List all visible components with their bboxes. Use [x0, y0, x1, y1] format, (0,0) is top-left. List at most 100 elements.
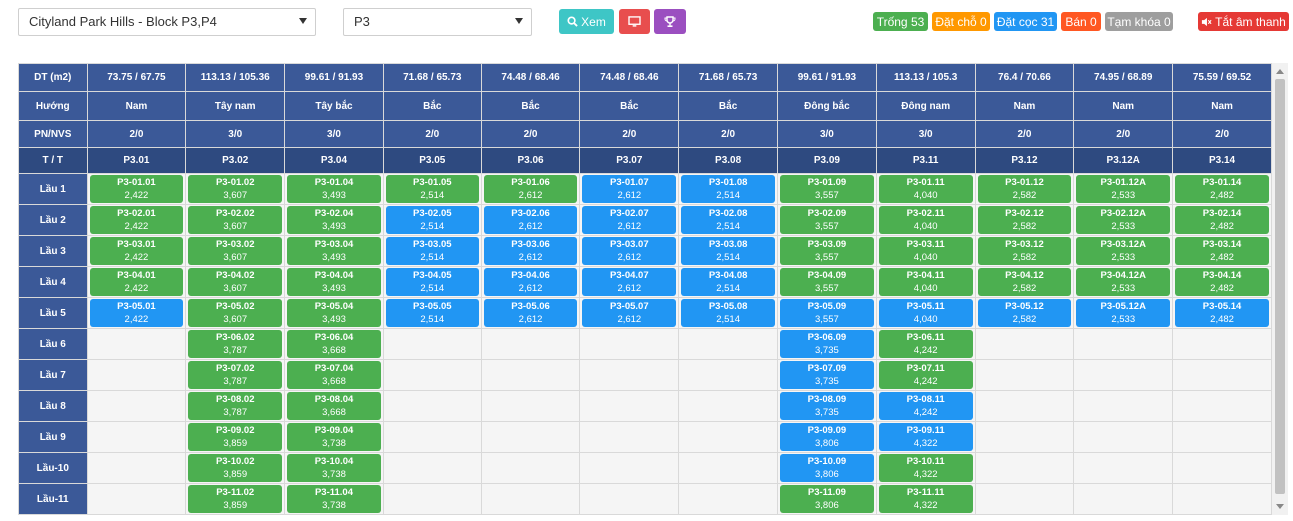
unit-card[interactable]: P3-02.05 2,514 — [385, 206, 479, 234]
unit-card[interactable]: P3-01.01 2,422 — [89, 175, 184, 203]
column-unit-cell[interactable]: P3.12 — [974, 147, 1075, 174]
unit-card[interactable]: P3-09.09 3,806 — [780, 423, 874, 451]
unit-card[interactable]: P3-03.14 2,482 — [1175, 237, 1269, 265]
unit-card[interactable]: P3-10.09 3,806 — [780, 454, 874, 482]
unit-card[interactable]: P3-04.04 3,493 — [287, 268, 381, 296]
unit-card[interactable]: P3-01.05 2,514 — [385, 175, 479, 203]
column-unit-cell[interactable]: P3.09 — [777, 147, 877, 174]
unit-card[interactable]: P3-02.06 2,612 — [483, 206, 578, 234]
screen-button[interactable] — [619, 9, 650, 34]
unit-card[interactable]: P3-08.04 3,668 — [287, 392, 381, 420]
unit-card[interactable]: P3-05.11 4,040 — [878, 299, 973, 327]
unit-card[interactable]: P3-03.06 2,612 — [483, 237, 578, 265]
unit-card[interactable]: P3-05.01 2,422 — [89, 299, 184, 327]
trophy-button[interactable] — [654, 9, 686, 34]
unit-card[interactable]: P3-06.11 4,242 — [878, 330, 973, 358]
unit-card[interactable]: P3-01.04 3,493 — [287, 175, 381, 203]
unit-card[interactable]: P3-05.14 2,482 — [1175, 299, 1269, 327]
unit-card[interactable]: P3-03.04 3,493 — [287, 237, 381, 265]
unit-card[interactable]: P3-04.05 2,514 — [385, 268, 479, 296]
mute-button[interactable]: Tắt âm thanh — [1198, 12, 1289, 31]
unit-card[interactable]: P3-03.01 2,422 — [89, 237, 184, 265]
legend-dat-cho[interactable]: Đặt chỗ 0 — [932, 12, 990, 31]
unit-card[interactable]: P3-05.05 2,514 — [385, 299, 479, 327]
unit-card[interactable]: P3-02.09 3,557 — [780, 206, 874, 234]
legend-tam-khoa[interactable]: Tạm khóa 0 — [1105, 12, 1173, 31]
unit-card[interactable]: P3-01.02 3,607 — [188, 175, 283, 203]
legend-trong[interactable]: Trống 53 — [873, 12, 928, 31]
unit-card[interactable]: P3-09.02 3,859 — [188, 423, 283, 451]
unit-card[interactable]: P3-01.08 2,514 — [681, 175, 775, 203]
unit-card[interactable]: P3-07.11 4,242 — [878, 361, 973, 389]
unit-card[interactable]: P3-02.08 2,514 — [681, 206, 775, 234]
block-select[interactable]: P3 — [343, 8, 532, 36]
scroll-down-arrow-icon[interactable] — [1276, 504, 1284, 509]
unit-card[interactable]: P3-07.02 3,787 — [188, 361, 283, 389]
unit-card[interactable]: P3-11.02 3,859 — [188, 485, 283, 513]
unit-card[interactable]: P3-01.07 2,612 — [582, 175, 677, 203]
unit-card[interactable]: P3-01.12 2,582 — [977, 175, 1072, 203]
unit-card[interactable]: P3-04.12 2,582 — [977, 268, 1072, 296]
unit-card[interactable]: P3-03.09 3,557 — [780, 237, 874, 265]
column-unit-cell[interactable]: P3.12A — [1073, 147, 1174, 174]
column-unit-cell[interactable]: P3.06 — [480, 147, 581, 174]
vertical-scrollbar[interactable] — [1272, 63, 1288, 515]
column-unit-cell[interactable]: P3.01 — [86, 147, 187, 174]
unit-card[interactable]: P3-05.09 3,557 — [780, 299, 874, 327]
unit-card[interactable]: P3-02.14 2,482 — [1175, 206, 1269, 234]
unit-card[interactable]: P3-11.09 3,806 — [780, 485, 874, 513]
column-unit-cell[interactable]: P3.11 — [875, 147, 976, 174]
unit-card[interactable]: P3-06.04 3,668 — [287, 330, 381, 358]
unit-card[interactable]: P3-02.11 4,040 — [878, 206, 973, 234]
unit-card[interactable]: P3-10.11 4,322 — [878, 454, 973, 482]
unit-card[interactable]: P3-05.07 2,612 — [582, 299, 677, 327]
unit-card[interactable]: P3-01.12A 2,533 — [1076, 175, 1171, 203]
unit-card[interactable]: P3-05.04 3,493 — [287, 299, 381, 327]
unit-card[interactable]: P3-03.12A 2,533 — [1076, 237, 1171, 265]
view-button[interactable]: Xem — [559, 9, 614, 34]
unit-card[interactable]: P3-04.11 4,040 — [878, 268, 973, 296]
unit-card[interactable]: P3-05.12 2,582 — [977, 299, 1072, 327]
unit-card[interactable]: P3-08.02 3,787 — [188, 392, 283, 420]
unit-card[interactable]: P3-02.12A 2,533 — [1076, 206, 1171, 234]
scroll-up-arrow-icon[interactable] — [1276, 69, 1284, 74]
unit-card[interactable]: P3-07.04 3,668 — [287, 361, 381, 389]
unit-card[interactable]: P3-10.02 3,859 — [188, 454, 283, 482]
unit-card[interactable]: P3-02.04 3,493 — [287, 206, 381, 234]
unit-card[interactable]: P3-03.07 2,612 — [582, 237, 677, 265]
unit-card[interactable]: P3-11.11 4,322 — [878, 485, 973, 513]
unit-card[interactable]: P3-07.09 3,735 — [780, 361, 874, 389]
unit-card[interactable]: P3-03.11 4,040 — [878, 237, 973, 265]
unit-card[interactable]: P3-01.09 3,557 — [780, 175, 874, 203]
unit-card[interactable]: P3-04.09 3,557 — [780, 268, 874, 296]
scrollbar-thumb[interactable] — [1275, 79, 1285, 494]
unit-card[interactable]: P3-03.12 2,582 — [977, 237, 1072, 265]
unit-card[interactable]: P3-02.07 2,612 — [582, 206, 677, 234]
unit-card[interactable]: P3-01.11 4,040 — [878, 175, 973, 203]
unit-card[interactable]: P3-04.02 3,607 — [188, 268, 283, 296]
unit-card[interactable]: P3-04.14 2,482 — [1175, 268, 1269, 296]
unit-card[interactable]: P3-01.06 2,612 — [483, 175, 578, 203]
unit-card[interactable]: P3-01.14 2,482 — [1175, 175, 1269, 203]
column-unit-cell[interactable]: P3.02 — [185, 147, 286, 174]
unit-card[interactable]: P3-02.12 2,582 — [977, 206, 1072, 234]
unit-card[interactable]: P3-03.08 2,514 — [681, 237, 775, 265]
unit-card[interactable]: P3-05.08 2,514 — [681, 299, 775, 327]
unit-card[interactable]: P3-11.04 3,738 — [287, 485, 381, 513]
unit-card[interactable]: P3-04.01 2,422 — [89, 268, 184, 296]
column-unit-cell[interactable]: P3.05 — [382, 147, 482, 174]
unit-card[interactable]: P3-10.04 3,738 — [287, 454, 381, 482]
unit-card[interactable]: P3-09.11 4,322 — [878, 423, 973, 451]
unit-card[interactable]: P3-04.06 2,612 — [483, 268, 578, 296]
unit-card[interactable]: P3-09.04 3,738 — [287, 423, 381, 451]
unit-card[interactable]: P3-04.08 2,514 — [681, 268, 775, 296]
unit-card[interactable]: P3-03.05 2,514 — [385, 237, 479, 265]
unit-card[interactable]: P3-02.02 3,607 — [188, 206, 283, 234]
column-unit-cell[interactable]: P3.14 — [1172, 147, 1272, 174]
unit-card[interactable]: P3-08.11 4,242 — [878, 392, 973, 420]
unit-card[interactable]: P3-05.12A 2,533 — [1076, 299, 1171, 327]
unit-card[interactable]: P3-02.01 2,422 — [89, 206, 184, 234]
unit-card[interactable]: P3-04.12A 2,533 — [1076, 268, 1171, 296]
column-unit-cell[interactable]: P3.08 — [678, 147, 778, 174]
legend-ban[interactable]: Bán 0 — [1061, 12, 1101, 31]
